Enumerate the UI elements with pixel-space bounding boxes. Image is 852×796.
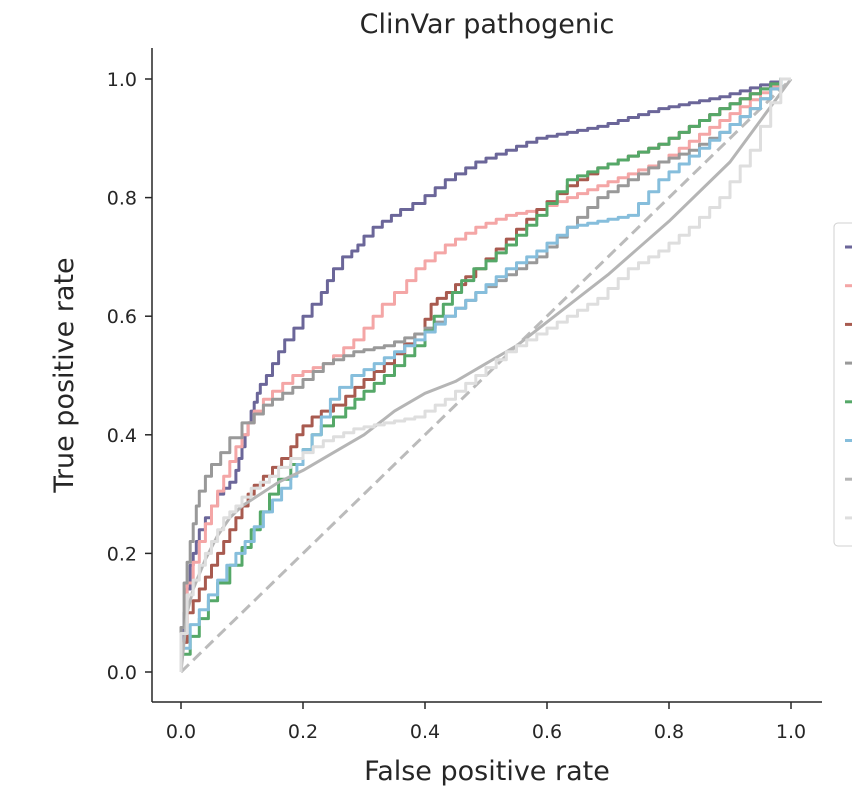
y-tick-label: 0.4 bbox=[107, 425, 137, 447]
chart-title: ClinVar pathogenic bbox=[360, 9, 615, 40]
y-tick-label: 0.8 bbox=[107, 188, 137, 210]
x-axis-label: False positive rate bbox=[364, 756, 610, 787]
roc-curve-5 bbox=[179, 77, 791, 672]
x-tick-label: 0.8 bbox=[654, 721, 684, 743]
y-axis-ticks: 0.0 0.2 0.4 0.6 0.8 1.0 bbox=[107, 69, 152, 684]
y-tick-label: 1.0 bbox=[107, 69, 137, 91]
legend-entries bbox=[845, 245, 852, 520]
x-tick-label: 1.0 bbox=[776, 721, 806, 743]
y-tick-label: 0.6 bbox=[107, 306, 137, 328]
y-tick-label: 0.0 bbox=[107, 662, 137, 684]
y-axis-label: True positive rate bbox=[49, 257, 80, 493]
x-tick-label: 0.2 bbox=[288, 721, 318, 743]
plot-area bbox=[179, 77, 793, 674]
y-tick-label: 0.2 bbox=[107, 543, 137, 565]
legend bbox=[833, 222, 852, 547]
roc-curve-8 bbox=[179, 77, 791, 672]
x-axis-ticks: 0.0 0.2 0.4 0.6 0.8 1.0 bbox=[166, 702, 806, 743]
roc-curves bbox=[179, 77, 793, 674]
x-tick-label: 0.4 bbox=[410, 721, 440, 743]
x-tick-label: 0.6 bbox=[532, 721, 562, 743]
roc-curve-1 bbox=[179, 77, 791, 672]
x-tick-label: 0.0 bbox=[166, 721, 196, 743]
roc-curve-6 bbox=[179, 77, 791, 672]
legend-frame bbox=[833, 222, 852, 547]
